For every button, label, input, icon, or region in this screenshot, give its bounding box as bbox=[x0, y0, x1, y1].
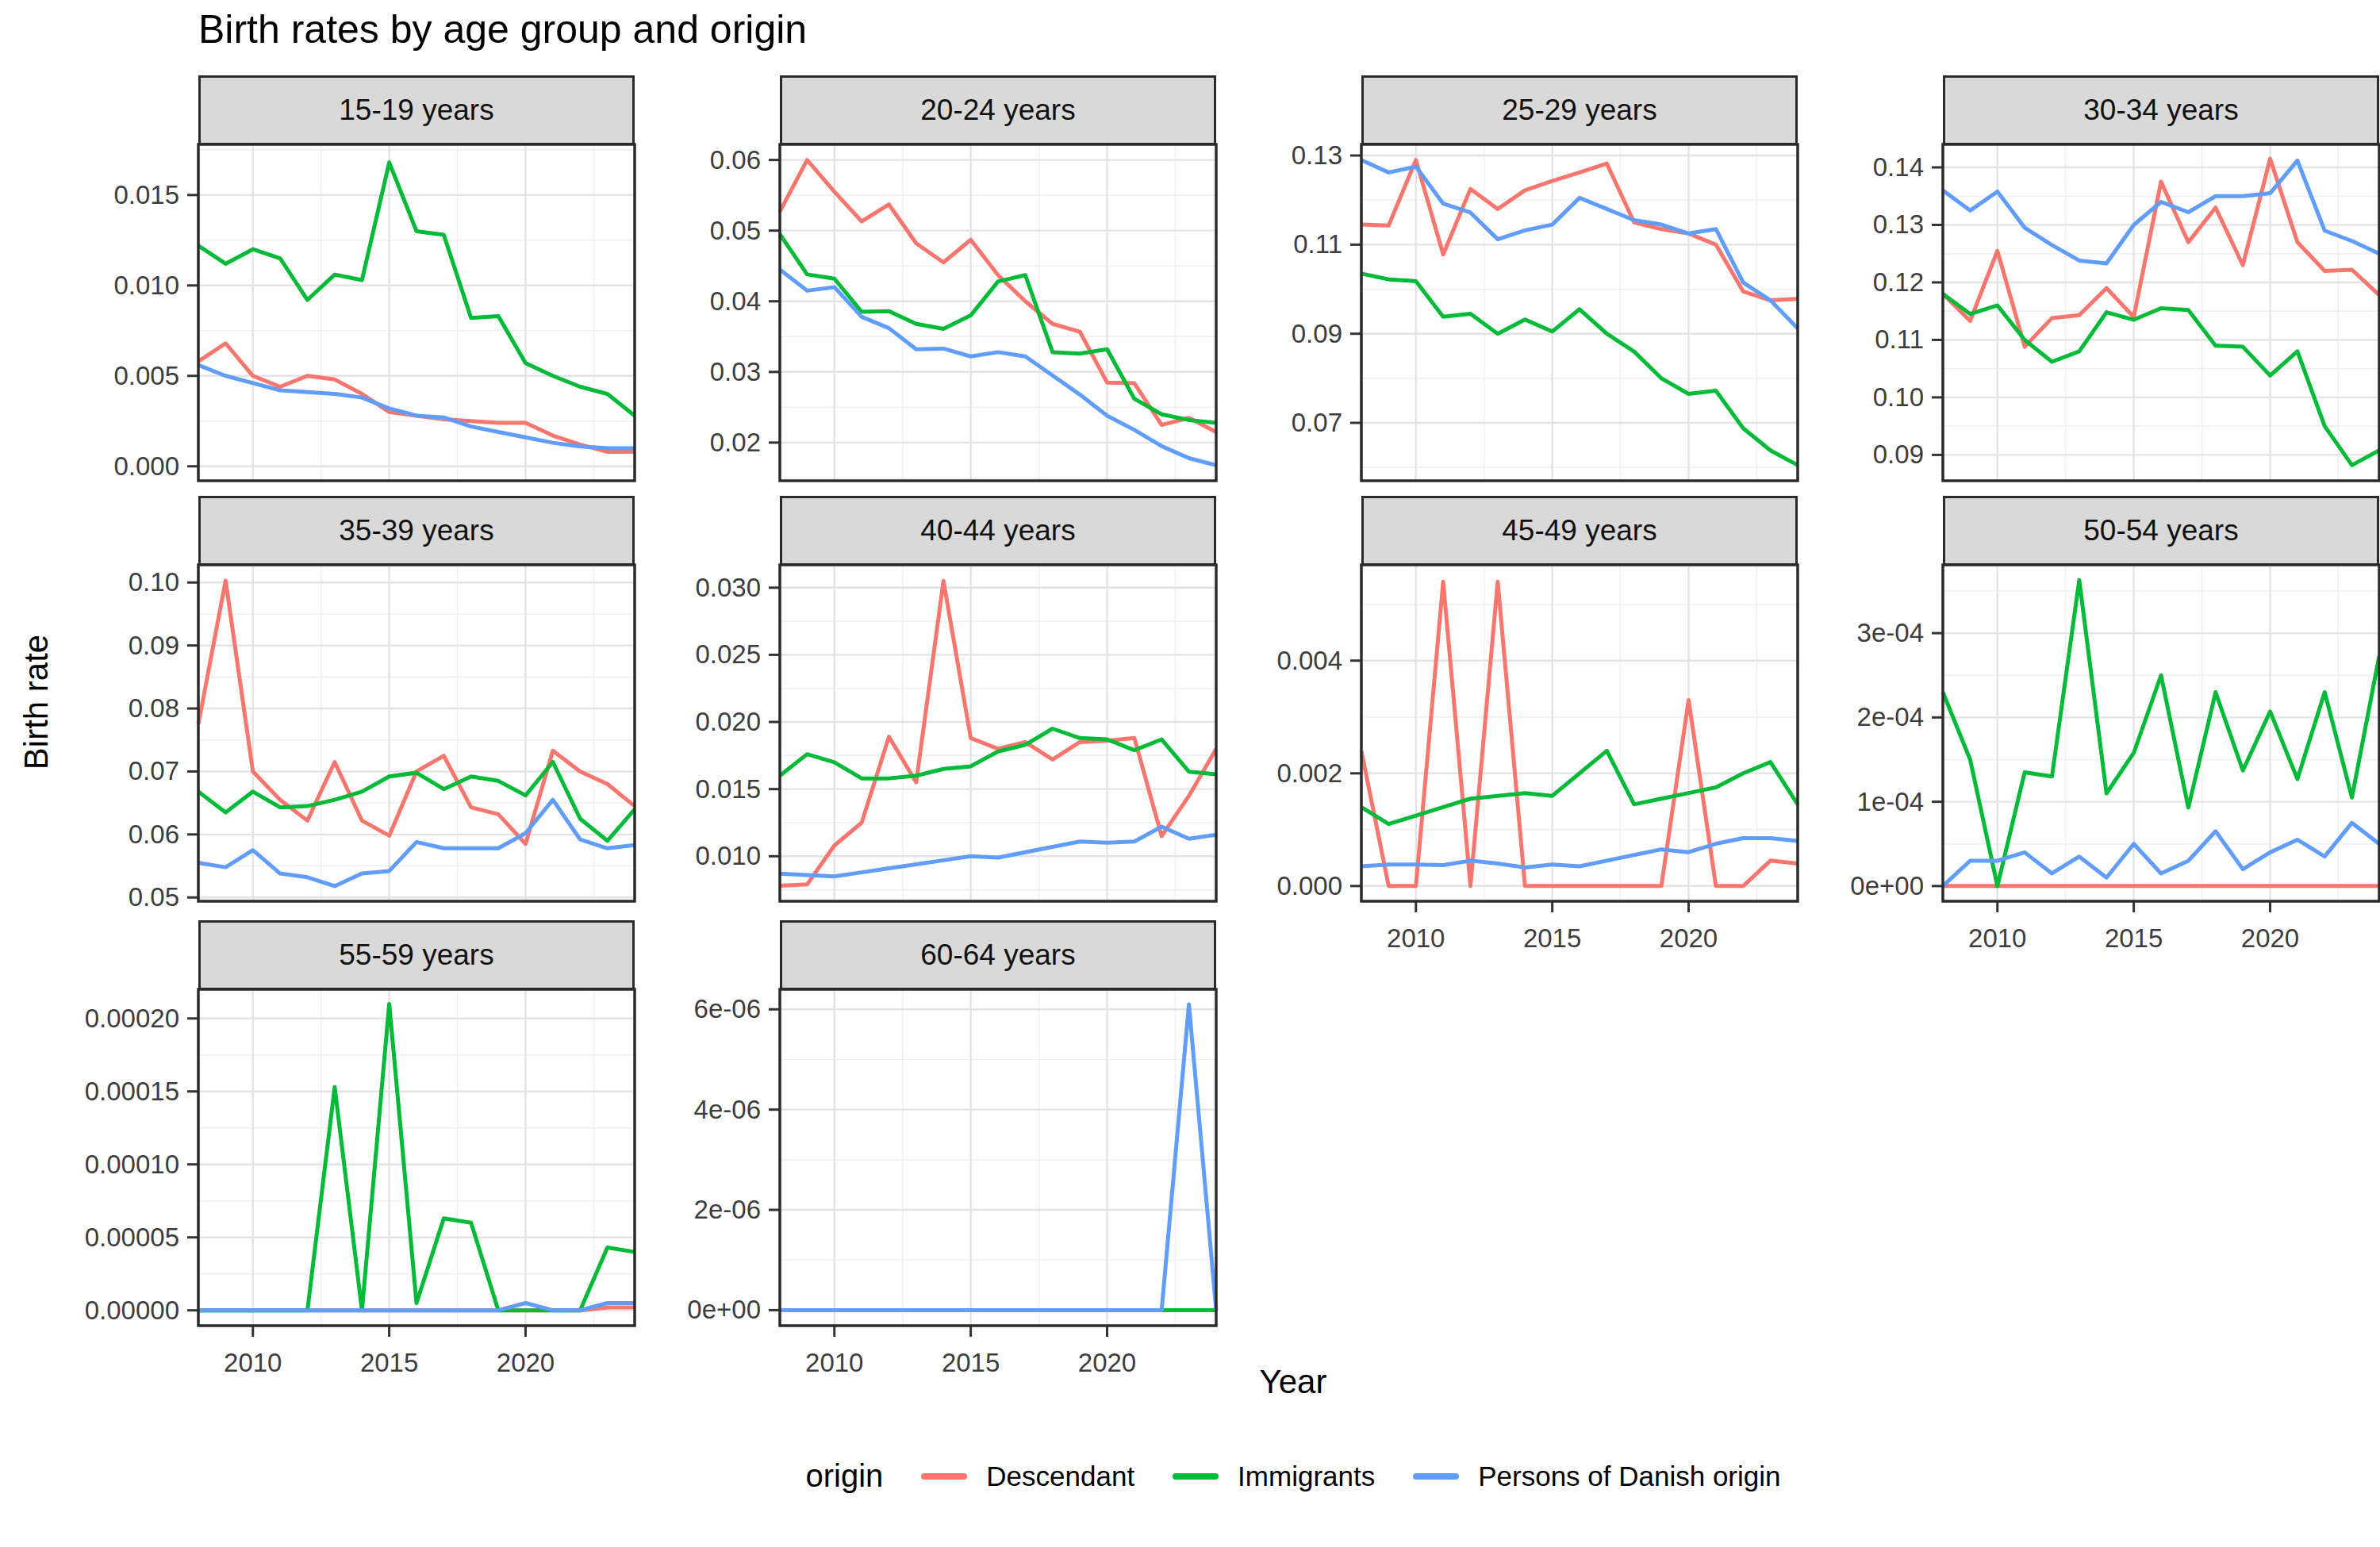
facet-strip: 25-29 years bbox=[1361, 75, 1798, 145]
y-axis-tick-label: 4e-06 bbox=[694, 1095, 761, 1124]
y-axis-tick-label: 0.11 bbox=[1293, 229, 1342, 259]
y-axis-tick-label: 0.020 bbox=[695, 707, 761, 736]
y-axis-tick-label: 0.005 bbox=[113, 361, 179, 390]
x-axis-tick-label: 2015 bbox=[1523, 923, 1581, 953]
facet-strip: 55-59 years bbox=[198, 920, 635, 990]
y-axis-tick-label: 0.025 bbox=[695, 639, 761, 669]
y-axis-tick-label: 0.13 bbox=[1292, 140, 1342, 170]
facet-60-64-years: 60-64 years0e+002e-064e-066e-06201020152… bbox=[653, 920, 1216, 1390]
y-axis-tick-label: 6e-06 bbox=[694, 994, 761, 1023]
y-axis-title: Birth rate bbox=[17, 635, 56, 770]
y-axis-tick-label: 0e+00 bbox=[1850, 871, 1924, 900]
legend-line-swatch-icon bbox=[1413, 1473, 1459, 1480]
y-axis-tick-label: 0.06 bbox=[710, 145, 761, 175]
legend: origin Descendant Immigrants Persons of Da… bbox=[0, 1458, 2380, 1494]
y-axis-tick-label: 0.00005 bbox=[85, 1223, 179, 1252]
x-axis-title: Year bbox=[0, 1363, 2380, 1401]
facet-strip: 30-34 years bbox=[1943, 75, 2379, 145]
facet-panel-svg: 0.020.030.040.050.06 bbox=[780, 144, 1216, 481]
y-axis-tick-label: 0.09 bbox=[1873, 440, 1924, 469]
y-axis-tick-label: 3e-04 bbox=[1857, 618, 1924, 647]
y-axis-tick-label: 0.09 bbox=[1292, 319, 1342, 348]
y-axis-tick-label: 2e-04 bbox=[1857, 702, 1924, 731]
y-axis-tick-label: 0.12 bbox=[1873, 267, 1924, 297]
x-axis-tick-label: 2015 bbox=[2105, 923, 2163, 953]
y-axis-tick-label: 0.06 bbox=[129, 820, 179, 849]
facet-panel-svg: 0.000000.000050.000100.000150.0002020102… bbox=[198, 989, 635, 1326]
x-axis-tick-label: 2020 bbox=[2241, 923, 2299, 953]
facet-panel-svg: 0.0000.0020.004201020152020 bbox=[1361, 565, 1798, 901]
y-axis-tick-label: 0.00020 bbox=[85, 1004, 179, 1033]
y-axis-tick-label: 0.02 bbox=[710, 428, 761, 457]
facet-strip: 40-44 years bbox=[780, 496, 1216, 566]
y-axis-tick-label: 0.14 bbox=[1873, 152, 1924, 182]
y-axis-tick-label: 0.03 bbox=[710, 357, 761, 386]
legend-item-immigrants: Immigrants bbox=[1173, 1461, 1375, 1492]
facet-50-54-years: 50-54 years0e+001e-042e-043e-04201020152… bbox=[1816, 496, 2379, 965]
x-axis-tick-label: 2010 bbox=[1387, 923, 1445, 953]
facet-25-29-years: 25-29 years0.070.090.110.13 bbox=[1234, 75, 1798, 545]
y-axis-tick-label: 0.010 bbox=[695, 841, 761, 870]
y-axis-tick-label: 0.000 bbox=[113, 451, 179, 481]
facet-panel-svg: 0.090.100.110.120.130.14 bbox=[1943, 144, 2379, 481]
facet-strip: 45-49 years bbox=[1361, 496, 1798, 566]
y-axis-tick-label: 1e-04 bbox=[1857, 787, 1924, 816]
chart-root: Birth rates by age group and origin Birt… bbox=[0, 0, 2380, 1547]
legend-line-swatch-icon bbox=[1173, 1473, 1219, 1480]
y-axis-tick-label: 0.015 bbox=[695, 774, 761, 804]
facet-panel-svg: 0.070.090.110.13 bbox=[1361, 144, 1798, 481]
y-axis-tick-label: 0.13 bbox=[1873, 209, 1924, 239]
facet-35-39-years: 35-39 years0.050.060.070.080.090.10 bbox=[71, 496, 635, 965]
y-axis-tick-label: 0.002 bbox=[1276, 758, 1342, 788]
y-axis-tick-label: 0.00000 bbox=[85, 1296, 179, 1325]
facet-strip: 50-54 years bbox=[1943, 496, 2379, 566]
y-axis-tick-label: 0.07 bbox=[129, 756, 179, 785]
facet-strip: 60-64 years bbox=[780, 920, 1216, 990]
facet-30-34-years: 30-34 years0.090.100.110.120.130.14 bbox=[1816, 75, 2379, 545]
y-axis-tick-label: 0.000 bbox=[1276, 871, 1342, 900]
y-axis-tick-label: 0.11 bbox=[1875, 324, 1924, 354]
y-axis-tick-label: 0.05 bbox=[129, 882, 179, 912]
facet-panel-svg: 0.0000.0050.0100.015 bbox=[198, 144, 635, 481]
y-axis-tick-label: 0.030 bbox=[695, 573, 761, 602]
y-axis-tick-label: 0.00015 bbox=[85, 1077, 179, 1106]
legend-item-label: Descendant bbox=[986, 1461, 1134, 1492]
facet-panel-svg: 0e+002e-064e-066e-06201020152020 bbox=[780, 989, 1216, 1326]
y-axis-tick-label: 0e+00 bbox=[687, 1295, 761, 1324]
y-axis-tick-label: 0.05 bbox=[710, 216, 761, 245]
facet-20-24-years: 20-24 years0.020.030.040.050.06 bbox=[653, 75, 1216, 545]
facet-panel-svg: 0e+001e-042e-043e-04201020152020 bbox=[1943, 565, 2379, 901]
legend-item-label: Immigrants bbox=[1238, 1461, 1375, 1492]
legend-item-label: Persons of Danish origin bbox=[1478, 1461, 1780, 1492]
facet-15-19-years: 15-19 years0.0000.0050.0100.015 bbox=[71, 75, 635, 545]
x-axis-tick-label: 2010 bbox=[1968, 923, 2026, 953]
y-axis-tick-label: 0.04 bbox=[710, 286, 761, 316]
chart-title: Birth rates by age group and origin bbox=[198, 6, 807, 52]
y-axis-tick-label: 0.10 bbox=[1873, 382, 1924, 412]
facet-45-49-years: 45-49 years0.0000.0020.004201020152020 bbox=[1234, 496, 1798, 965]
facet-strip: 35-39 years bbox=[198, 496, 635, 566]
facet-panel-svg: 0.050.060.070.080.090.10 bbox=[198, 565, 635, 901]
legend-item-descendant: Descendant bbox=[921, 1461, 1134, 1492]
facet-strip: 15-19 years bbox=[198, 75, 635, 145]
y-axis-tick-label: 0.015 bbox=[113, 180, 179, 209]
y-axis-tick-label: 0.09 bbox=[129, 631, 179, 660]
y-axis-tick-label: 2e-06 bbox=[694, 1195, 761, 1224]
y-axis-tick-label: 0.08 bbox=[129, 693, 179, 723]
y-axis-tick-label: 0.10 bbox=[129, 567, 179, 597]
legend-title: origin bbox=[805, 1458, 883, 1494]
legend-line-swatch-icon bbox=[921, 1473, 967, 1480]
facet-panel-svg: 0.0100.0150.0200.0250.030 bbox=[780, 565, 1216, 901]
y-axis-tick-label: 0.00010 bbox=[85, 1150, 179, 1179]
facet-55-59-years: 55-59 years0.000000.000050.000100.000150… bbox=[71, 920, 635, 1390]
y-axis-tick-label: 0.07 bbox=[1292, 408, 1342, 437]
x-axis-tick-label: 2020 bbox=[1660, 923, 1718, 953]
y-axis-tick-label: 0.004 bbox=[1276, 646, 1342, 675]
facet-strip: 20-24 years bbox=[780, 75, 1216, 145]
legend-item-persons-of-danish-origin: Persons of Danish origin bbox=[1413, 1461, 1780, 1492]
y-axis-tick-label: 0.010 bbox=[113, 271, 179, 300]
facet-40-44-years: 40-44 years0.0100.0150.0200.0250.030 bbox=[653, 496, 1216, 965]
